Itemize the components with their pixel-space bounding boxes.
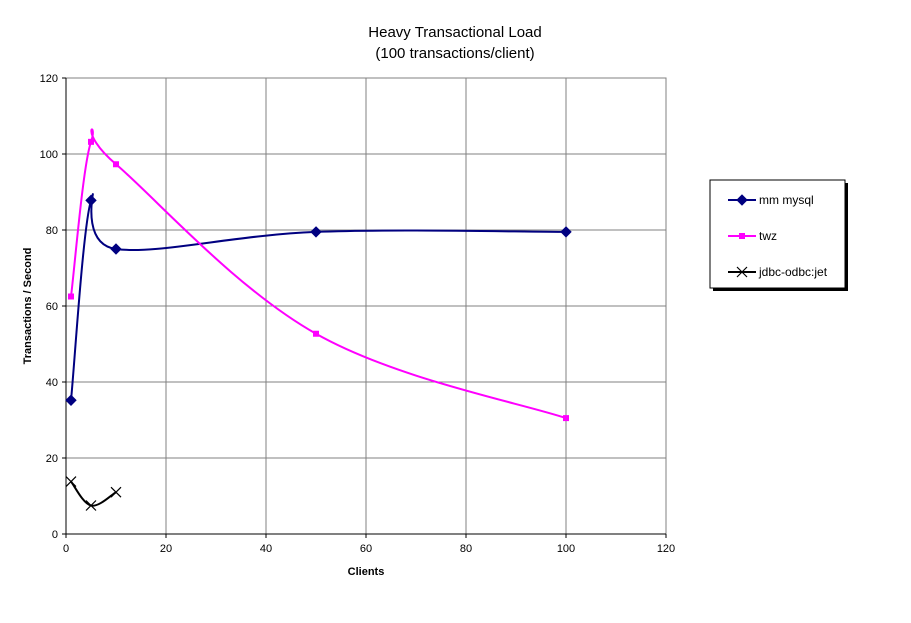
legend-items: mm mysql twz jdbc-odbc:jet: [728, 193, 828, 279]
chart-subtitle: (100 transactions/client): [375, 45, 534, 62]
series-line: [70, 128, 567, 420]
x-axis-title: Clients: [348, 566, 385, 578]
legend-item: twz: [728, 229, 777, 243]
y-tick-label: 20: [46, 453, 58, 465]
legend-item: jdbc-odbc:jet: [728, 265, 828, 279]
y-tick-label: 40: [46, 377, 58, 389]
y-tick-label: 0: [52, 529, 58, 541]
x-tick-label: 80: [460, 543, 472, 555]
x-tick-label: 100: [557, 543, 575, 555]
chart-title: Heavy Transactional Load: [368, 24, 541, 41]
legend: mm mysql twz jdbc-odbc:jet: [709, 179, 848, 291]
x-tick-label: 40: [260, 543, 272, 555]
data-point: [563, 415, 569, 422]
axis-ticks: 0 20 40 60 80 100 120 0 20 40 60 80 100 120: [40, 73, 676, 555]
data-point: [65, 476, 77, 487]
series-twz: [68, 128, 569, 422]
y-tick-label: 60: [46, 301, 58, 313]
legend-label: twz: [759, 229, 777, 243]
data-point: [85, 500, 97, 511]
data-point: [68, 293, 74, 300]
legend-label: jdbc-odbc:jet: [758, 265, 828, 279]
data-point: [313, 330, 319, 337]
legend-marker: [736, 194, 748, 206]
data-point: [65, 394, 77, 406]
x-tick-label: 60: [360, 543, 372, 555]
y-tick-label: 120: [40, 73, 58, 85]
legend-label: mm mysql: [759, 193, 814, 207]
series-mm-mysql: [65, 193, 572, 406]
legend-marker: [736, 266, 748, 278]
x-tick-label: 120: [657, 543, 675, 555]
series-line: [70, 193, 567, 401]
legend-marker: [739, 233, 745, 239]
data-point: [110, 243, 122, 255]
data-point: [113, 161, 119, 168]
y-tick-label: 80: [46, 225, 58, 237]
data-point: [88, 138, 94, 145]
plot-area: 0 20 40 60 80 100 120 0 20 40 60 80 100 120: [40, 73, 676, 555]
data-point: [85, 194, 97, 207]
series-jdbc-odbc-jet: [65, 476, 122, 511]
data-point: [310, 226, 322, 238]
legend-item: mm mysql: [728, 193, 814, 207]
series-layer: [65, 128, 572, 511]
x-tick-label: 0: [63, 543, 69, 555]
x-tick-label: 20: [160, 543, 172, 555]
y-axis-title: Transactions / Second: [22, 248, 34, 365]
legend-box: [709, 179, 846, 289]
data-point: [560, 226, 572, 238]
data-point: [110, 486, 122, 498]
y-tick-label: 100: [40, 149, 58, 161]
